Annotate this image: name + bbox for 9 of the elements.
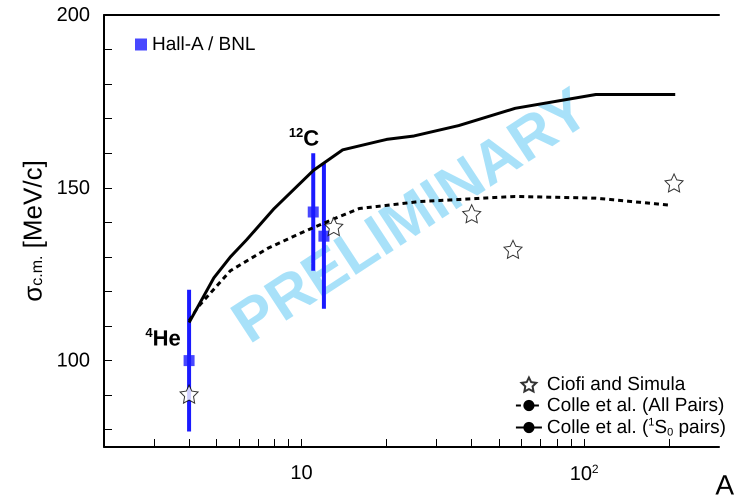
y-tick-label: 100 (56, 350, 90, 372)
x-axis-title: A (715, 470, 734, 499)
x-tick-label: 10 (290, 462, 313, 484)
legend-label: Colle et al. (All Pairs) (546, 395, 724, 416)
y-tick-label: 150 (56, 176, 90, 199)
legend-label: Hall-A / BNL (152, 34, 256, 55)
legend-label: Ciofi and Simula (546, 374, 686, 395)
y-tick-label: 200 (56, 4, 90, 26)
y-axis-title: σc.m. [MeV/c] (18, 160, 48, 302)
